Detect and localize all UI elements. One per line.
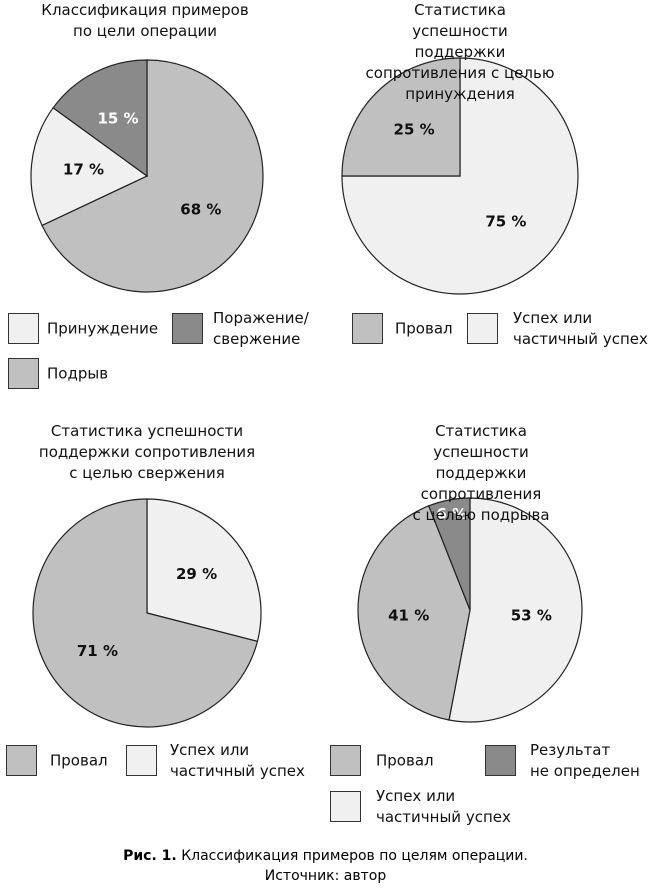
value-label: 75 % bbox=[485, 212, 526, 230]
legend-label: Провал bbox=[50, 751, 108, 770]
chart-title: Статистика успешности поддержки сопротив… bbox=[38, 422, 256, 482]
value-label: 15 % bbox=[97, 110, 138, 128]
value-label: 68 % bbox=[180, 201, 221, 219]
chart-title: Классификация примеров по цели операции bbox=[41, 1, 249, 40]
chart-title: Статистика успешности поддержки сопротив… bbox=[365, 1, 555, 103]
value-label: 17 % bbox=[63, 160, 104, 178]
legend-label: Успех или частичный успех bbox=[170, 741, 305, 780]
legend-label: Провал bbox=[395, 319, 453, 338]
legend-swatch bbox=[126, 745, 157, 776]
value-label: 6 % bbox=[436, 505, 467, 523]
legend-swatch bbox=[485, 745, 516, 776]
legend-swatch bbox=[8, 313, 39, 344]
pie-slice bbox=[32, 498, 259, 728]
legend-swatch bbox=[172, 313, 203, 344]
legend-label: Подрыв bbox=[47, 364, 109, 383]
pie-slice bbox=[427, 497, 471, 611]
legend-swatch bbox=[6, 745, 37, 776]
legend-label: Провал bbox=[376, 751, 434, 770]
legend-label: Поражение/ свержение bbox=[213, 309, 309, 348]
chart-title: Статистика успешности поддержки сопротив… bbox=[412, 422, 550, 524]
value-label: 41 % bbox=[388, 606, 429, 624]
caption-source: Источник: автор bbox=[264, 868, 387, 884]
pie-slice bbox=[30, 106, 149, 227]
pie-slice bbox=[341, 57, 579, 295]
caption: Рис. 1. Классификация примеров по целям … bbox=[0, 846, 651, 886]
legend-label: Результат не определен bbox=[530, 741, 640, 780]
caption-label: Рис. 1. bbox=[123, 848, 177, 864]
legend-label: Принуждение bbox=[47, 319, 159, 338]
legend-label: Успех или частичный успех bbox=[376, 787, 511, 826]
pie-slice bbox=[448, 497, 583, 723]
pie-slice bbox=[341, 57, 461, 177]
value-label: 71 % bbox=[77, 642, 118, 660]
caption-line: Рис. 1. Классификация примеров по целям … bbox=[0, 846, 651, 866]
value-label: 53 % bbox=[511, 606, 552, 624]
legend-label: Успех или частичный успех bbox=[513, 309, 648, 348]
caption-text: Классификация примеров по целям операции… bbox=[181, 848, 528, 864]
legend-swatch bbox=[330, 745, 361, 776]
pie-slice bbox=[41, 59, 264, 293]
legend-swatch bbox=[330, 791, 361, 822]
value-label: 29 % bbox=[176, 565, 217, 583]
legend-swatch bbox=[352, 313, 383, 344]
pie-slice bbox=[52, 59, 148, 178]
pie-slice bbox=[357, 505, 471, 721]
legend-swatch bbox=[8, 358, 39, 389]
pie-slice bbox=[146, 498, 262, 643]
value-label: 25 % bbox=[394, 121, 435, 139]
legend-swatch bbox=[467, 313, 498, 344]
